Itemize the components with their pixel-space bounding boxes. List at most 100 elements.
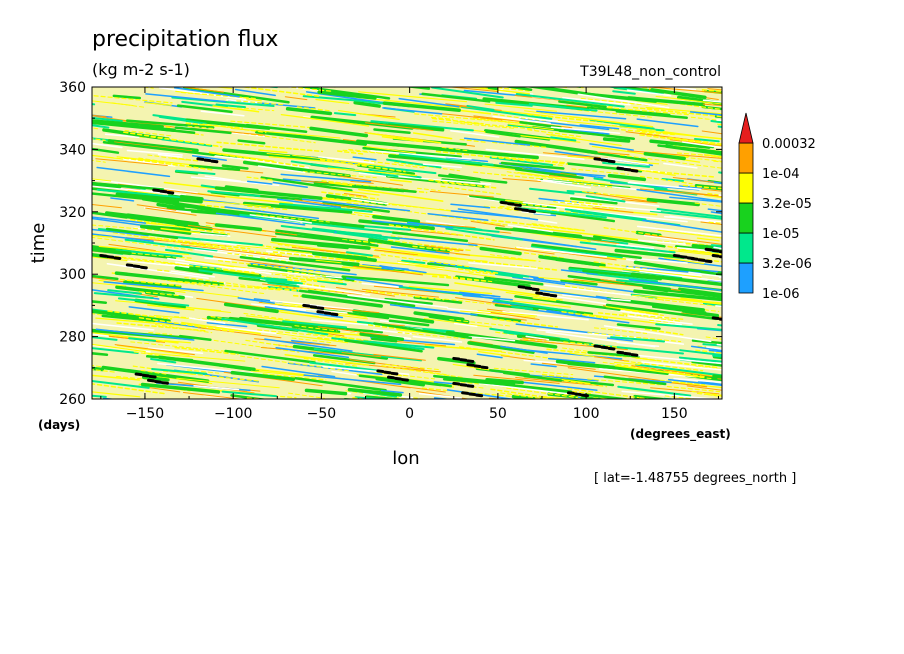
field-streak	[56, 255, 91, 260]
colorbar-band	[738, 172, 754, 204]
extreme-mark	[160, 381, 169, 385]
field-streak	[321, 191, 379, 200]
field-streak	[632, 106, 722, 118]
field-streak	[727, 379, 831, 391]
field-streak	[691, 360, 722, 367]
field-streak	[191, 154, 227, 162]
field-streak	[570, 87, 584, 89]
field-streak	[423, 318, 493, 328]
field-streak	[676, 152, 722, 158]
field-streak	[741, 353, 848, 362]
field-streak	[392, 231, 469, 243]
chart-title: precipitation flux	[92, 27, 278, 52]
field-streak	[92, 203, 122, 209]
field-streak	[705, 336, 722, 340]
field-streak	[180, 244, 283, 258]
field-streak	[166, 207, 255, 218]
field-streak	[347, 294, 449, 309]
extreme-mark	[323, 311, 332, 315]
field-streak	[710, 119, 722, 124]
field-streak	[92, 322, 155, 331]
field-streak	[307, 331, 372, 342]
field-streak	[145, 93, 227, 103]
field-streak	[435, 150, 540, 163]
field-streak	[313, 279, 347, 286]
field-streak	[262, 373, 327, 381]
field-streak	[92, 114, 107, 118]
field-streak	[412, 335, 463, 343]
field-streak	[92, 183, 93, 185]
field-streak	[736, 376, 760, 379]
field-streak	[762, 372, 835, 381]
field-streak	[280, 173, 372, 183]
field-streak	[642, 219, 722, 233]
field-streak	[116, 375, 148, 380]
field-streak	[682, 309, 707, 315]
field-streak	[422, 163, 462, 169]
field-streak	[202, 123, 267, 134]
colorbar-band	[738, 142, 754, 174]
field-streak	[547, 357, 596, 364]
field-streak	[380, 254, 473, 268]
field-streak	[549, 203, 658, 216]
field-streak	[116, 257, 154, 263]
field-streak	[198, 269, 303, 285]
field-streak	[485, 148, 585, 161]
field-streak	[184, 277, 260, 288]
x-tick-label: −150	[126, 406, 164, 422]
field-streak	[505, 81, 534, 85]
field-streak	[550, 126, 621, 134]
field-streak	[483, 205, 514, 210]
field-streak	[669, 139, 722, 147]
field-streak	[370, 150, 472, 160]
dataset-label: T39L48_non_control	[579, 64, 721, 80]
field-streak	[361, 245, 473, 262]
field-streak	[537, 179, 592, 189]
field-streak	[469, 340, 493, 345]
field-streak	[92, 333, 109, 337]
field-streak	[485, 377, 524, 385]
field-streak	[607, 173, 647, 182]
field-streak	[746, 93, 828, 100]
field-streak	[421, 92, 491, 103]
field-streak	[115, 192, 203, 204]
field-streak	[92, 181, 122, 189]
field-streak	[664, 215, 722, 223]
field-streak	[164, 340, 192, 344]
field-streak	[717, 378, 722, 380]
field-streak	[614, 364, 705, 378]
field-streak	[627, 96, 706, 107]
colorbar-label: 3.2e-06	[762, 257, 812, 272]
field-streak	[166, 243, 218, 252]
field-streak	[352, 309, 435, 324]
field-streak	[160, 227, 201, 234]
field-streak	[385, 364, 440, 371]
field-streak	[630, 272, 722, 287]
extreme-mark	[524, 286, 533, 290]
field-streak	[412, 245, 461, 253]
field-streak	[695, 349, 722, 354]
field-streak	[477, 309, 538, 317]
field-streak	[92, 383, 168, 395]
field-streak	[143, 352, 246, 362]
field-streak	[123, 157, 214, 171]
field-streak	[571, 168, 629, 175]
field-streak	[353, 211, 382, 217]
field-streak	[107, 139, 199, 153]
field-streak	[331, 370, 357, 376]
field-streak	[649, 210, 722, 220]
field-streak	[193, 385, 240, 391]
field-streak	[133, 351, 166, 357]
field-streak	[267, 281, 300, 288]
field-streak	[745, 109, 853, 122]
field-streak	[592, 235, 666, 248]
extreme-mark	[607, 346, 616, 351]
extreme-mark	[607, 159, 616, 164]
field-streak	[258, 149, 288, 154]
extreme-mark	[704, 259, 713, 264]
y-tick-label: 360	[59, 80, 86, 96]
extreme-mark	[196, 157, 205, 161]
field-streak	[606, 127, 678, 136]
field-streak	[654, 286, 722, 298]
field-streak	[669, 196, 722, 203]
